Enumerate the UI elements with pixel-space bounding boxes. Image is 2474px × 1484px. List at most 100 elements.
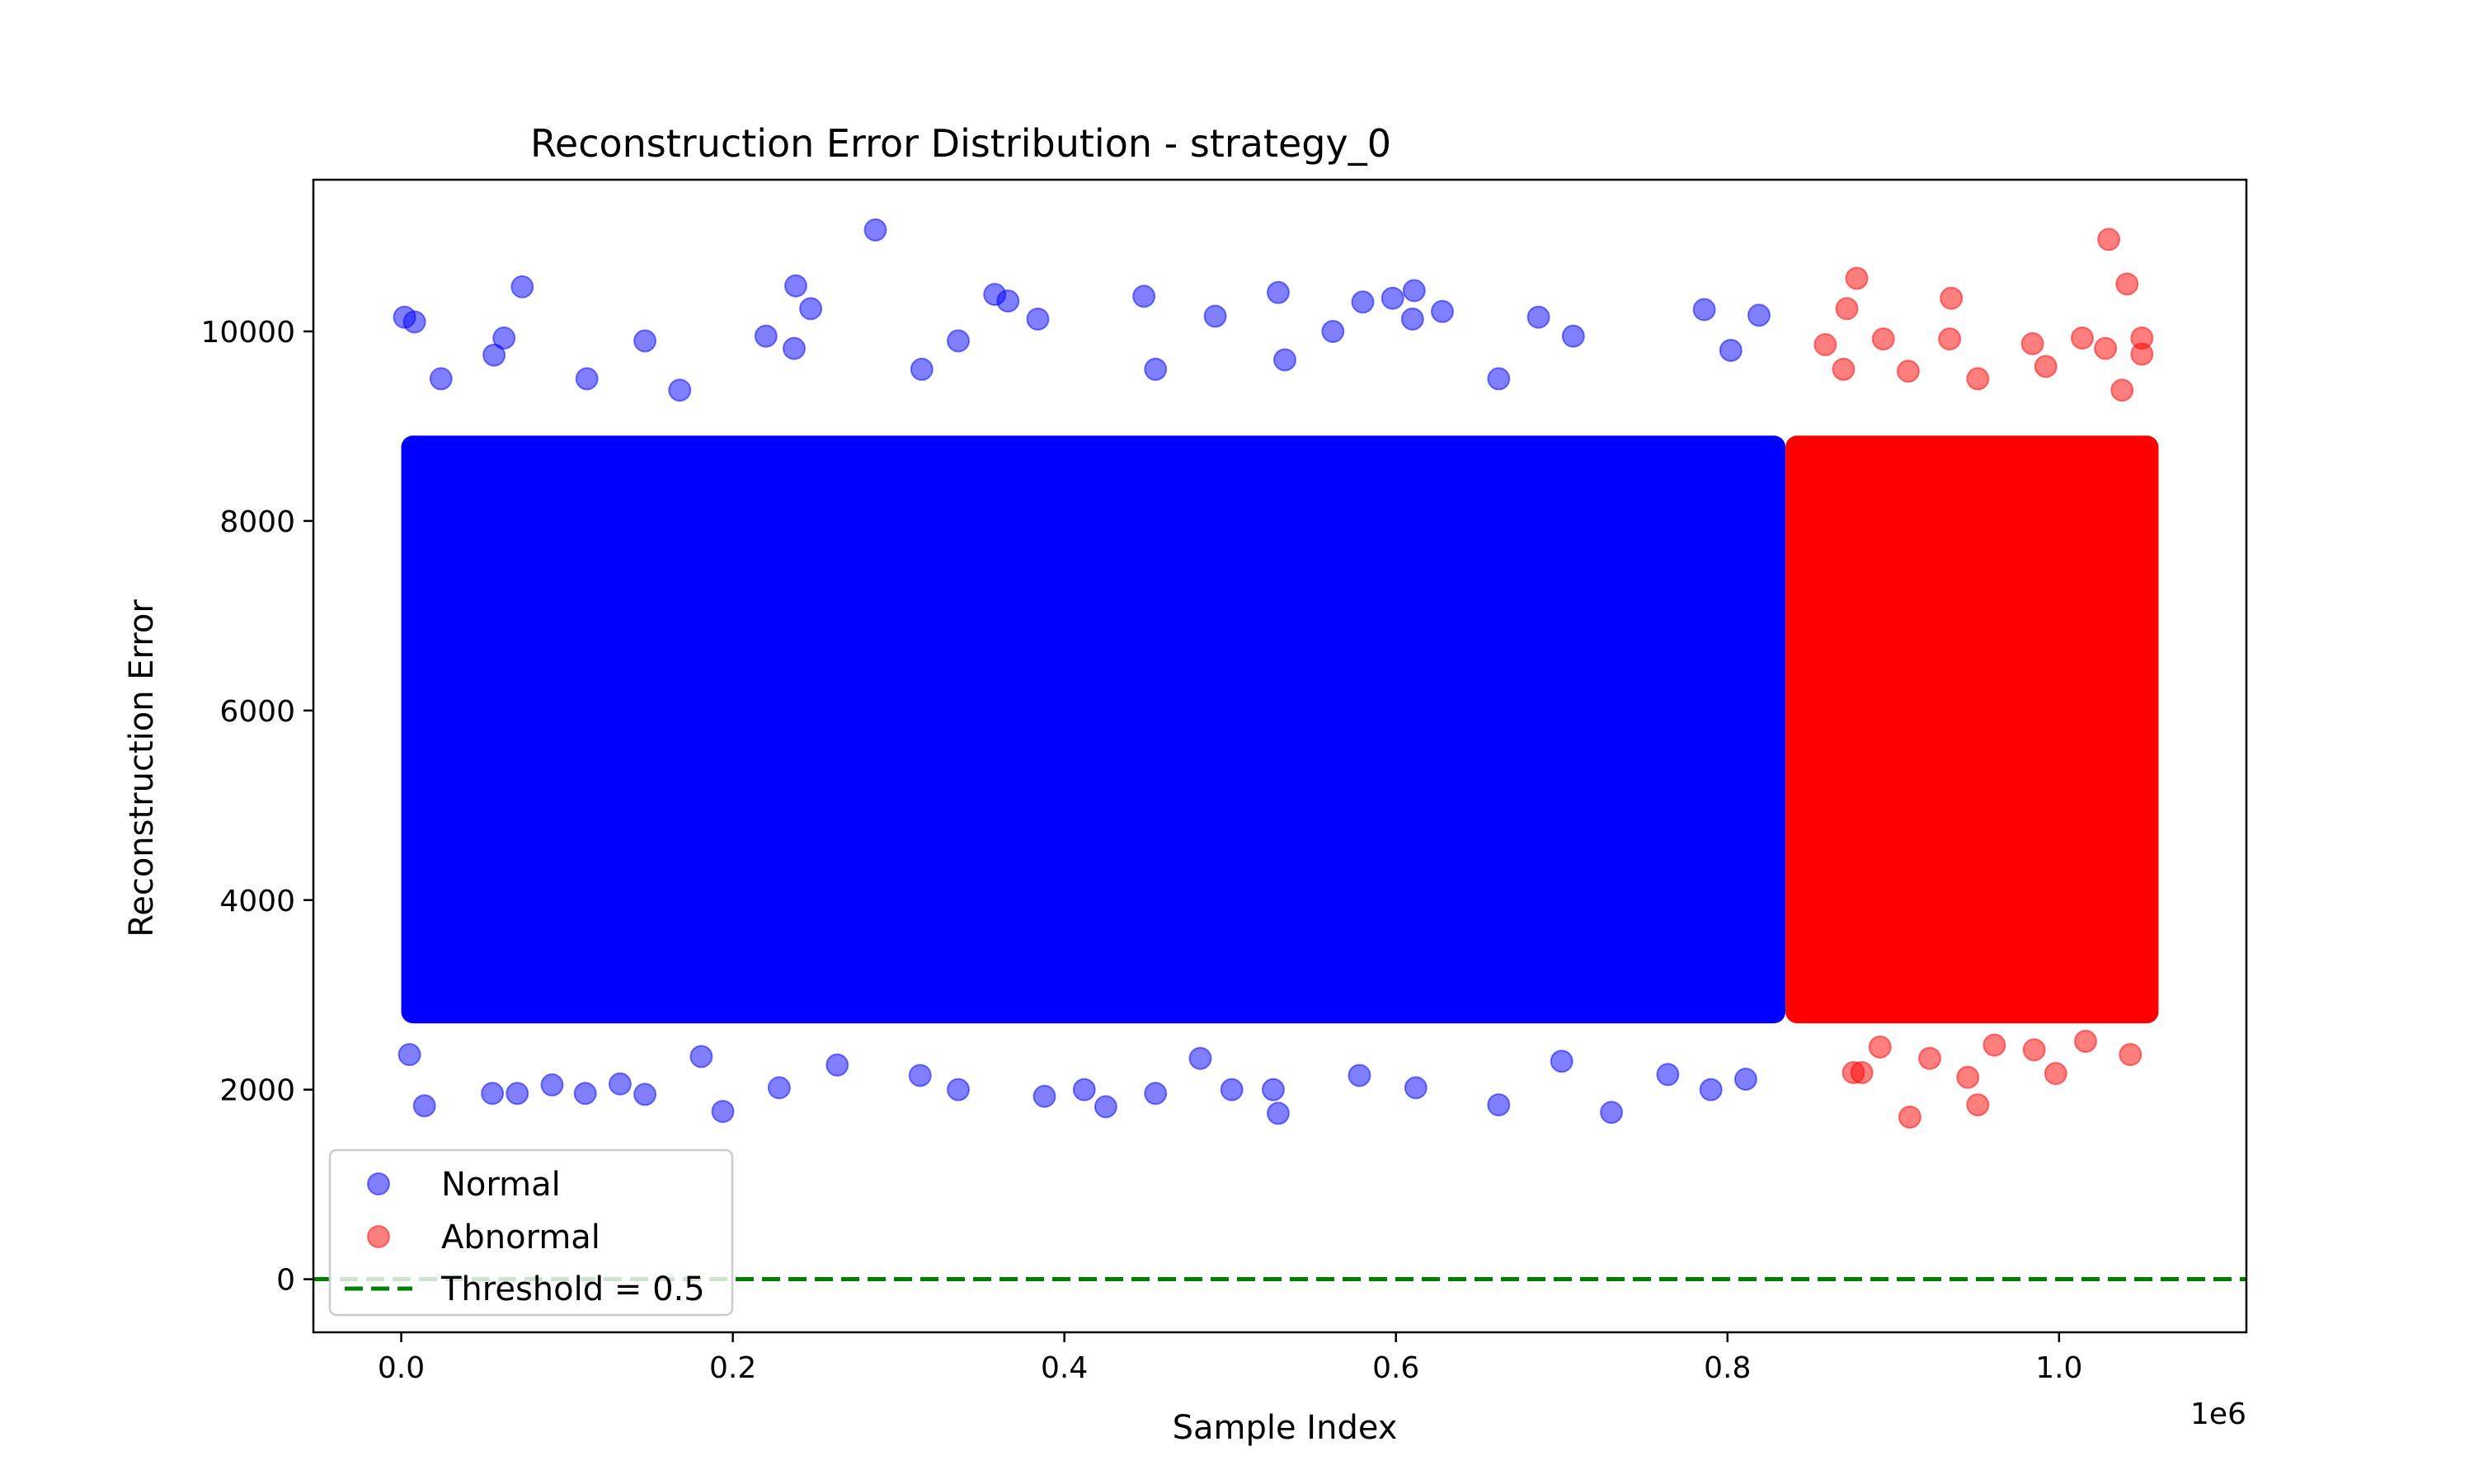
chart-title: Reconstruction Error Distribution - stra…	[530, 121, 1391, 166]
legend-marker-abnormal	[367, 1225, 390, 1248]
normal-point	[996, 289, 1020, 313]
normal-point	[482, 343, 506, 367]
normal-point	[402, 310, 426, 334]
normal-point	[1380, 286, 1404, 310]
normal-point	[947, 1078, 971, 1101]
normal-point	[1026, 308, 1050, 331]
normal-point	[397, 1043, 421, 1067]
normal-point	[689, 1045, 713, 1068]
x-axis-offset-label: 1e6	[2190, 1397, 2246, 1431]
normal-point	[783, 274, 807, 298]
abnormal-point	[1966, 367, 1990, 391]
normal-dense-region	[401, 435, 1786, 1024]
normal-point	[1692, 298, 1716, 322]
abnormal-dense-region	[1785, 435, 2159, 1024]
normal-point	[1273, 348, 1297, 372]
normal-point	[1526, 305, 1550, 329]
x-tick-label: 0.8	[1704, 1351, 1751, 1385]
normal-point	[1144, 1082, 1168, 1106]
normal-point	[506, 1082, 529, 1106]
x-axis-ticks: 0.0 0.2 0.4 0.6 0.8 1.0	[378, 1332, 2082, 1385]
normal-point	[825, 1053, 849, 1077]
normal-point	[910, 357, 934, 381]
abnormal-point	[2034, 355, 2058, 378]
y-tick-label: 6000	[219, 695, 295, 729]
x-tick-label: 0.2	[709, 1351, 756, 1385]
x-tick-label: 0.4	[1041, 1351, 1088, 1385]
abnormal-point	[2074, 1030, 2098, 1054]
normal-point	[1266, 1101, 1290, 1125]
abnormal-point	[1835, 297, 1859, 321]
abnormal-point	[1956, 1065, 1980, 1089]
legend: Normal Abnormal Threshold = 0.5	[328, 1148, 734, 1317]
normal-point	[429, 367, 453, 391]
abnormal-point	[1938, 327, 1962, 351]
normal-point	[412, 1094, 436, 1118]
dense-bands	[401, 435, 2159, 1024]
abnormal-point	[2130, 342, 2154, 366]
abnormal-point	[1868, 1035, 1892, 1059]
normal-point	[799, 297, 823, 321]
legend-label-normal: Normal	[441, 1166, 561, 1204]
y-tick-label: 0	[276, 1264, 295, 1298]
abnormal-point	[2110, 378, 2134, 402]
normal-point	[711, 1100, 735, 1124]
x-axis-label: Sample Index	[1173, 1409, 1398, 1447]
normal-point	[1188, 1046, 1212, 1070]
abnormal-point	[1813, 333, 1837, 357]
abnormal-point	[2119, 1043, 2142, 1067]
y-tick-label: 2000	[219, 1074, 295, 1108]
normal-point	[492, 326, 516, 350]
normal-point	[1656, 1063, 1680, 1087]
normal-point	[1404, 1076, 1427, 1100]
normal-point	[1321, 319, 1345, 343]
normal-point	[1266, 280, 1290, 304]
abnormal-point	[2022, 1038, 2046, 1062]
normal-point	[782, 336, 806, 360]
abnormal-point	[1966, 1093, 1990, 1117]
normal-point	[1132, 284, 1156, 308]
normal-point	[575, 367, 599, 391]
abnormal-point	[2044, 1062, 2067, 1086]
normal-point	[767, 1076, 791, 1100]
abnormal-point	[1898, 1106, 1921, 1129]
normal-point	[1402, 279, 1426, 303]
normal-point	[1561, 324, 1585, 348]
normal-point	[540, 1073, 564, 1097]
normal-point	[633, 329, 657, 353]
scatter-points	[393, 218, 2154, 1129]
normal-point	[1699, 1078, 1723, 1101]
y-tick-label: 8000	[219, 505, 295, 539]
abnormal-point	[2094, 336, 2118, 360]
normal-point	[608, 1072, 632, 1096]
abnormal-point	[1832, 357, 1856, 381]
normal-point	[1550, 1050, 1573, 1073]
normal-point	[1094, 1095, 1117, 1119]
abnormal-point	[1850, 1060, 1874, 1084]
x-tick-label: 0.6	[1372, 1351, 1419, 1385]
normal-point	[947, 329, 971, 353]
normal-point	[1733, 1068, 1757, 1092]
y-tick-label: 10000	[200, 316, 295, 350]
normal-point	[668, 378, 692, 402]
normal-point	[510, 275, 534, 298]
normal-point	[1261, 1078, 1285, 1101]
normal-point	[1348, 1064, 1371, 1087]
y-axis-label: Reconstruction Error	[123, 599, 161, 937]
abnormal-point	[2097, 228, 2121, 251]
normal-point	[908, 1064, 932, 1087]
normal-point	[1144, 357, 1168, 381]
abnormal-point	[1982, 1033, 2006, 1057]
normal-point	[1351, 290, 1375, 314]
abnormal-point	[2115, 272, 2139, 296]
abnormal-point	[1845, 266, 1869, 290]
abnormal-point	[2070, 326, 2094, 350]
y-tick-label: 4000	[219, 885, 295, 918]
legend-marker-normal	[367, 1172, 390, 1195]
abnormal-point	[1940, 286, 1964, 310]
normal-point	[1431, 299, 1455, 323]
normal-point	[1719, 338, 1743, 362]
normal-point	[1220, 1078, 1244, 1101]
legend-label-abnormal: Abnormal	[441, 1219, 600, 1256]
plot-frame	[312, 178, 2248, 1334]
